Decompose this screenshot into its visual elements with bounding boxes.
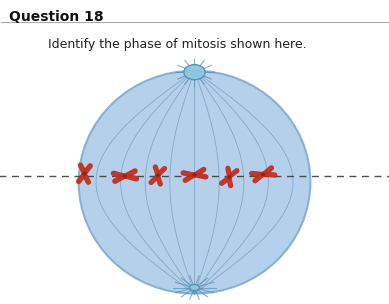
Ellipse shape: [156, 174, 159, 177]
Ellipse shape: [123, 175, 127, 178]
Ellipse shape: [193, 174, 196, 176]
Ellipse shape: [83, 172, 86, 175]
Text: Identify the phase of mitosis shown here.: Identify the phase of mitosis shown here…: [48, 37, 307, 50]
Text: Question 18: Question 18: [9, 10, 104, 24]
Ellipse shape: [228, 176, 231, 178]
Ellipse shape: [190, 285, 199, 291]
Ellipse shape: [261, 173, 265, 176]
Ellipse shape: [184, 65, 205, 80]
Ellipse shape: [79, 71, 310, 294]
